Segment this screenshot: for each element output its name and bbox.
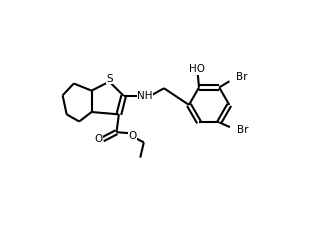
Text: S: S xyxy=(107,74,113,84)
Text: Br: Br xyxy=(237,125,249,135)
Text: O: O xyxy=(128,131,136,141)
Text: NH: NH xyxy=(137,91,153,101)
Text: HO: HO xyxy=(189,64,205,74)
Text: Br: Br xyxy=(236,72,247,82)
Text: O: O xyxy=(94,134,103,144)
